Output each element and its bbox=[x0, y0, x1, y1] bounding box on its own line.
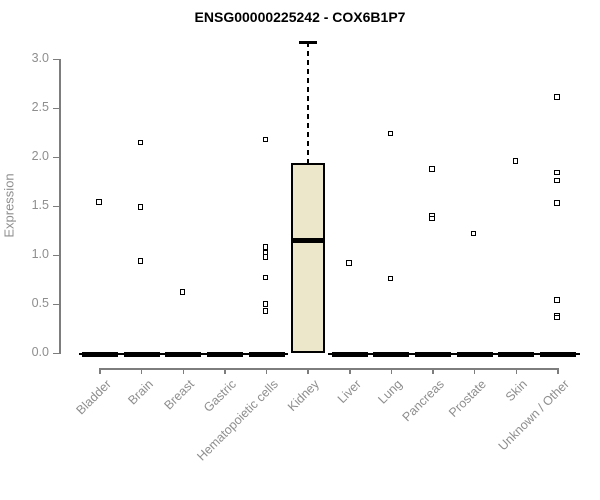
x-tick-label: Hematopoietic cells bbox=[193, 377, 281, 464]
y-axis-tick bbox=[53, 156, 59, 158]
y-tick-label: 1.0 bbox=[31, 247, 49, 261]
y-tick-label: 2.0 bbox=[31, 149, 49, 163]
x-tick-label: Skin bbox=[503, 377, 531, 405]
zero-bar bbox=[248, 351, 285, 357]
outlier-point bbox=[96, 199, 102, 205]
outlier-point bbox=[262, 254, 269, 260]
outlier-point bbox=[387, 130, 394, 137]
median-line bbox=[293, 237, 324, 243]
box bbox=[291, 162, 326, 353]
x-axis-tick bbox=[140, 368, 143, 374]
zero-bar bbox=[456, 351, 493, 357]
x-tick-label: Kidney bbox=[285, 377, 323, 414]
y-axis-tick bbox=[53, 352, 59, 354]
x-axis-tick bbox=[557, 368, 559, 374]
x-axis-tick bbox=[265, 368, 268, 374]
zero-bar bbox=[123, 351, 160, 357]
zero-bar bbox=[415, 351, 452, 357]
x-tick-label: Brain bbox=[124, 377, 156, 408]
x-axis-tick bbox=[432, 368, 434, 374]
x-tick-label: Prostate bbox=[445, 377, 489, 420]
outlier-point bbox=[554, 314, 560, 321]
outlier-point bbox=[512, 158, 519, 164]
zero-bar bbox=[498, 351, 535, 357]
outlier-point bbox=[137, 204, 144, 210]
x-tick-label: Lung bbox=[375, 377, 406, 407]
outlier-point bbox=[262, 244, 269, 250]
y-axis-tick bbox=[53, 205, 59, 207]
x-axis-tick bbox=[390, 368, 393, 374]
x-axis-tick bbox=[473, 368, 476, 374]
zero-bar bbox=[373, 351, 410, 357]
outlier-point bbox=[429, 215, 435, 222]
outlier-point bbox=[262, 136, 269, 143]
y-axis-tick bbox=[53, 58, 59, 60]
outlier-point bbox=[470, 230, 477, 237]
outlier-point bbox=[137, 258, 144, 264]
y-tick-label: 2.5 bbox=[31, 100, 49, 114]
outlier-point bbox=[262, 308, 269, 314]
x-axis-tick bbox=[307, 368, 309, 374]
y-axis-tick bbox=[53, 254, 59, 256]
outlier-point bbox=[137, 139, 144, 146]
outlier-point bbox=[346, 260, 352, 266]
outlier-point bbox=[179, 289, 186, 295]
x-tick-label: Gastric bbox=[200, 377, 239, 415]
y-tick-label: 0.5 bbox=[31, 296, 49, 310]
outlier-point bbox=[262, 274, 269, 281]
outlier-point bbox=[554, 177, 560, 184]
outlier-point bbox=[554, 169, 560, 176]
x-tick-label: Liver bbox=[334, 377, 364, 407]
outlier-point bbox=[429, 166, 435, 172]
zero-bar bbox=[540, 351, 576, 357]
zero-bar bbox=[82, 351, 118, 357]
x-axis-tick bbox=[224, 368, 226, 374]
y-axis-line bbox=[59, 59, 61, 354]
x-tick-label: Pancreas bbox=[399, 377, 447, 425]
x-axis-tick bbox=[349, 368, 351, 374]
zero-bar bbox=[165, 351, 202, 357]
x-axis-line bbox=[100, 368, 559, 370]
x-axis-tick bbox=[515, 368, 518, 374]
y-tick-label: 3.0 bbox=[31, 51, 49, 65]
x-axis-tick bbox=[99, 368, 101, 374]
y-tick-label: 1.5 bbox=[31, 198, 49, 212]
x-tick-label: Breast bbox=[161, 377, 198, 413]
y-axis-tick bbox=[53, 107, 59, 109]
x-tick-label: Bladder bbox=[73, 377, 114, 418]
outlier-point bbox=[554, 94, 560, 100]
upper-whisker bbox=[307, 42, 310, 163]
zero-bar bbox=[206, 351, 243, 357]
outlier-point bbox=[554, 200, 560, 206]
y-axis-tick bbox=[53, 303, 59, 305]
outlier-point bbox=[262, 301, 269, 307]
x-axis-tick bbox=[182, 368, 185, 374]
chart-title: ENSG00000225242 - COX6B1P7 bbox=[194, 9, 406, 25]
y-tick-label: 0.0 bbox=[31, 345, 49, 359]
outlier-point bbox=[387, 275, 394, 282]
upper-whisker-cap bbox=[299, 41, 318, 44]
zero-bar bbox=[331, 351, 368, 357]
outlier-point bbox=[554, 297, 560, 303]
